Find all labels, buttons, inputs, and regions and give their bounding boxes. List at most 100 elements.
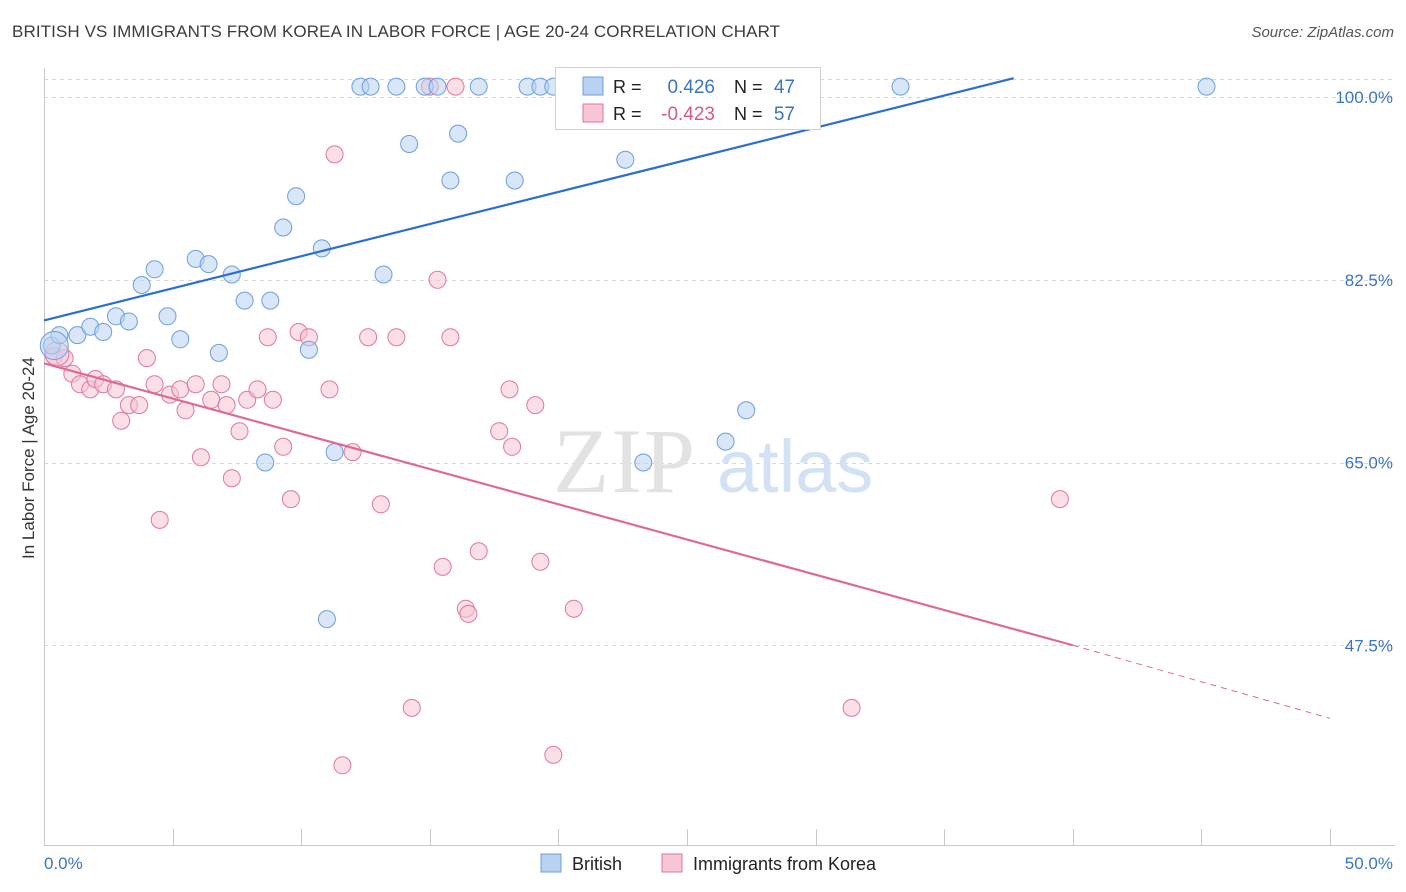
stats-legend-swatch-korea [582,103,604,123]
british-series [39,77,1216,629]
korea-point [137,349,156,368]
korea-point [258,328,277,347]
stats-n-label-korea: N = [734,104,763,124]
british-point [505,171,524,190]
british-point [428,77,447,96]
korea-point [248,380,267,399]
british-point [400,135,419,153]
y-axis-title: In Labor Force | Age 20-24 [19,357,38,559]
korea-point [130,396,149,415]
british-point [634,453,653,472]
korea-point [842,698,861,717]
gridlines [44,79,1395,646]
korea-point [230,422,249,441]
korea-point [469,542,488,561]
korea-point [441,328,460,347]
korea-point [274,437,293,456]
british-point [132,276,151,294]
korea-point [503,437,522,456]
stats-r-value-british: 0.426 [667,77,715,98]
korea-point [150,510,169,529]
british-point [361,77,380,96]
x-tick-label-min: 0.0% [44,854,83,873]
korea-point [428,270,447,289]
chart-source: Source: ZipAtlas.com [1251,24,1394,41]
korea-point [333,756,352,775]
british-point [274,218,293,237]
british-point [171,330,190,349]
british-point [374,265,393,284]
british-point [158,307,177,326]
stats-r-label-korea: R = [613,104,642,124]
british-point [1197,77,1216,96]
british-point [441,171,460,190]
korea-point [1050,490,1069,509]
stats-legend-swatch-british [582,76,604,96]
korea-point [387,328,406,347]
british-point [145,260,164,279]
british-trend-line [43,77,1014,322]
british-point [235,291,254,310]
korea-point [112,411,131,430]
legend-label-british: British [572,854,622,874]
korea-point [325,145,344,164]
korea-point [526,396,545,415]
british-point [449,124,468,143]
legend-label-korea: Immigrants from Korea [693,854,877,874]
y-tick-label-0: 47.5% [1345,636,1393,655]
stats-n-value-korea: 57 [774,104,795,125]
british-point [469,77,488,96]
british-point [737,401,756,420]
korea-point [320,380,339,399]
british-point [261,291,280,310]
stats-legend: R = 0.426 N = 47 R = -0.423 N = 57 [555,67,821,130]
korea-point [212,375,231,394]
y-tick-label-3: 100.0% [1335,88,1393,107]
korea-point [222,469,241,488]
korea-point [564,599,583,618]
british-point [325,443,344,462]
british-point [209,343,228,362]
british-point [891,77,910,96]
british-point [256,453,275,472]
korea-point [281,490,300,509]
stats-n-value-british: 47 [774,77,795,98]
watermark-atlas: atlas [717,425,873,508]
korea-point [544,745,563,764]
stats-r-value-korea: -0.423 [661,104,715,125]
korea-point [531,552,550,571]
series-legend: British Immigrants from Korea [540,853,877,874]
british-point [199,255,218,274]
british-cluster-point [39,331,69,361]
legend-swatch-korea [661,853,683,873]
korea-point [490,422,509,441]
british-point [387,77,406,96]
korea-point [459,604,478,623]
chart-title: BRITISH VS IMMIGRANTS FROM KOREA IN LABO… [12,22,781,41]
british-point [287,187,306,206]
y-tick-labels: 47.5% 65.0% 82.5% 100.0% [1335,88,1393,655]
legend-swatch-british [540,853,562,873]
korea-point [500,380,519,399]
korea-point [359,328,378,347]
korea-point [263,390,282,409]
korea-point [145,375,164,394]
british-point [119,312,138,331]
watermark-zip: ZIP [553,410,697,512]
korea-trend-line [43,362,1074,647]
british-point [317,610,336,629]
korea-point [371,495,390,514]
korea-trend-extension [1072,644,1331,719]
korea-point [446,77,465,96]
stats-r-label-british: R = [613,77,642,97]
trend-lines [43,77,1331,719]
korea-point [202,390,221,409]
stats-n-label-british: N = [734,77,763,97]
korea-point [433,557,452,576]
korea-point [186,375,205,394]
korea-point [191,448,210,467]
korea-point [343,443,362,462]
british-point [94,323,113,341]
british-point [68,326,87,345]
